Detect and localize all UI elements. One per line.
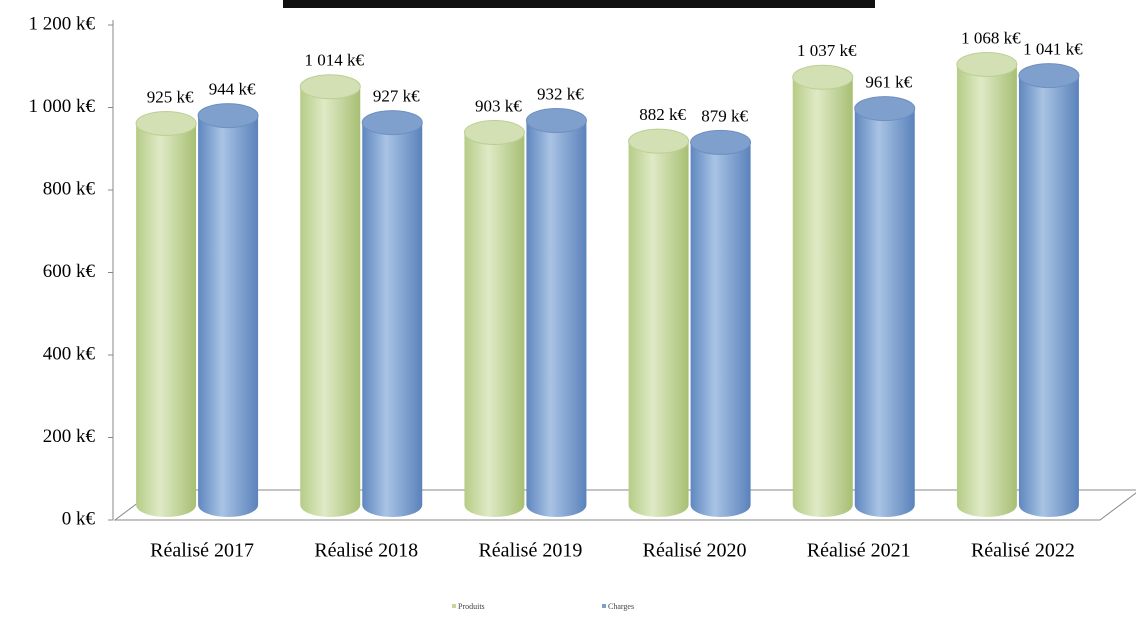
data-label: 1 014 k€ [305, 51, 365, 70]
cylinder-top [628, 128, 690, 154]
cylinder-top [299, 74, 361, 100]
data-label: 882 k€ [639, 105, 686, 124]
cylinder [628, 141, 689, 518]
cylinder-top [792, 64, 854, 90]
cylinder [854, 108, 915, 518]
cylinder-top [135, 110, 197, 136]
cylinder [362, 122, 423, 518]
y-tick-label: 1 000 k€ [29, 96, 96, 117]
cylinder [198, 115, 259, 517]
x-tick-label: Réalisé 2019 [478, 540, 582, 562]
data-label: 944 k€ [209, 80, 256, 99]
cylinder-top [463, 120, 525, 146]
data-label: 903 k€ [475, 96, 522, 115]
y-tick-label: 400 k€ [43, 343, 96, 364]
cylinder [300, 86, 361, 517]
y-tick-label: 600 k€ [43, 261, 96, 282]
x-tick-label: Réalisé 2022 [971, 540, 1075, 562]
y-tick-label: 1 200 k€ [29, 13, 96, 34]
cylinder-top [690, 129, 752, 155]
data-label: 879 k€ [701, 106, 748, 125]
cylinder [690, 142, 751, 517]
data-label: 1 041 k€ [1023, 39, 1083, 58]
x-tick-label: Réalisé 2021 [807, 540, 911, 562]
title-bar [283, 0, 875, 8]
x-tick-label: Réalisé 2017 [150, 540, 254, 562]
x-tick-label: Réalisé 2018 [314, 540, 418, 562]
legend-label: Produits [458, 602, 485, 611]
cylinder [1018, 75, 1079, 518]
data-label: 1 068 k€ [961, 28, 1021, 47]
legend-swatch [452, 604, 456, 608]
x-tick-label: Réalisé 2020 [643, 540, 747, 562]
data-label: 1 037 k€ [797, 41, 857, 60]
cylinder-top [1018, 63, 1080, 89]
y-tick-label: 200 k€ [43, 426, 96, 447]
cylinder-top [361, 110, 423, 136]
data-label: 932 k€ [537, 84, 584, 103]
legend-swatch [602, 604, 606, 608]
cylinder [464, 132, 525, 517]
cylinder [792, 77, 853, 518]
cylinder-top [197, 103, 259, 129]
data-label: 961 k€ [865, 72, 912, 91]
legend-label: Charges [608, 602, 634, 611]
data-label: 927 k€ [373, 87, 420, 106]
cylinder-top [854, 96, 916, 122]
cylinder [136, 123, 197, 517]
cylinder [526, 120, 587, 518]
cylinder [956, 64, 1017, 517]
cylinder-top [525, 108, 587, 134]
y-tick-label: 0 k€ [62, 508, 96, 529]
cylinder-top [956, 51, 1018, 77]
y-tick-label: 800 k€ [43, 178, 96, 199]
data-label: 925 k€ [147, 87, 194, 106]
